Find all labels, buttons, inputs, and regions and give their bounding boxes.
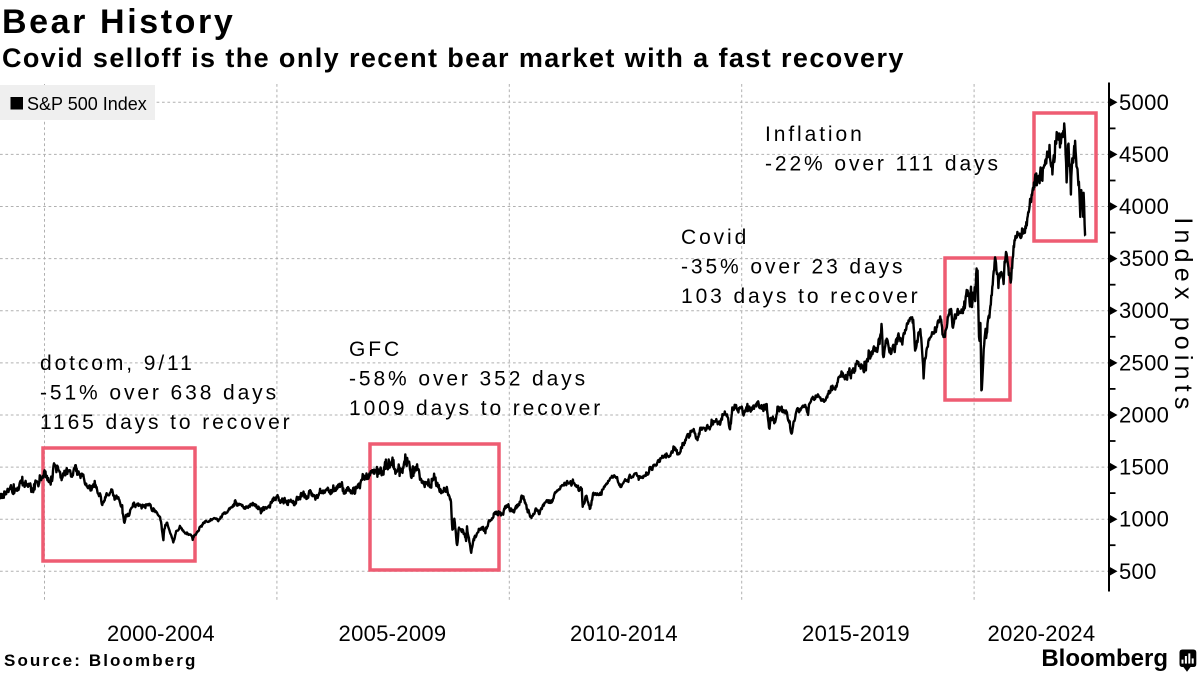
svg-text:Covid selloff is the only rece: Covid selloff is the only recent bear ma…	[2, 43, 905, 73]
svg-text:Bloomberg: Bloomberg	[1041, 645, 1168, 672]
svg-text:1009 days to recover: 1009 days to recover	[349, 397, 603, 420]
svg-text:5000: 5000	[1119, 90, 1169, 115]
svg-text:Bear History: Bear History	[2, 3, 235, 41]
svg-text:Index points: Index points	[1169, 217, 1197, 414]
svg-text:4000: 4000	[1119, 194, 1169, 219]
svg-text:3000: 3000	[1119, 298, 1169, 323]
svg-text:-58% over 352 days: -58% over 352 days	[349, 368, 588, 391]
svg-text:-51% over 638 days: -51% over 638 days	[40, 382, 279, 405]
svg-text:-22% over 111 days: -22% over 111 days	[765, 153, 1001, 176]
svg-text:500: 500	[1119, 559, 1157, 584]
svg-text:2000-2004: 2000-2004	[107, 621, 215, 646]
svg-text:1165 days to recover: 1165 days to recover	[40, 411, 293, 434]
svg-text:dotcom, 9/11: dotcom, 9/11	[40, 352, 195, 375]
svg-text:2005-2009: 2005-2009	[339, 621, 447, 646]
svg-text:3500: 3500	[1119, 246, 1169, 271]
svg-text:GFC: GFC	[349, 338, 402, 361]
svg-text:2020-2024: 2020-2024	[988, 621, 1096, 646]
svg-text:1000: 1000	[1119, 507, 1169, 532]
svg-text:Covid: Covid	[681, 226, 749, 249]
svg-text:2500: 2500	[1119, 350, 1169, 375]
svg-text:2010-2014: 2010-2014	[570, 621, 678, 646]
svg-text:Source: Bloomberg: Source: Bloomberg	[4, 651, 197, 670]
svg-text:1500: 1500	[1119, 455, 1169, 480]
svg-text:-35% over 23 days: -35% over 23 days	[681, 256, 905, 279]
svg-text:2015-2019: 2015-2019	[802, 621, 910, 646]
svg-text:103 days to recover: 103 days to recover	[681, 285, 921, 308]
svg-text:Inflation: Inflation	[765, 123, 865, 146]
svg-text:S&P 500 Index: S&P 500 Index	[27, 94, 147, 114]
svg-text:2000: 2000	[1119, 403, 1169, 428]
svg-text:4500: 4500	[1119, 142, 1169, 167]
